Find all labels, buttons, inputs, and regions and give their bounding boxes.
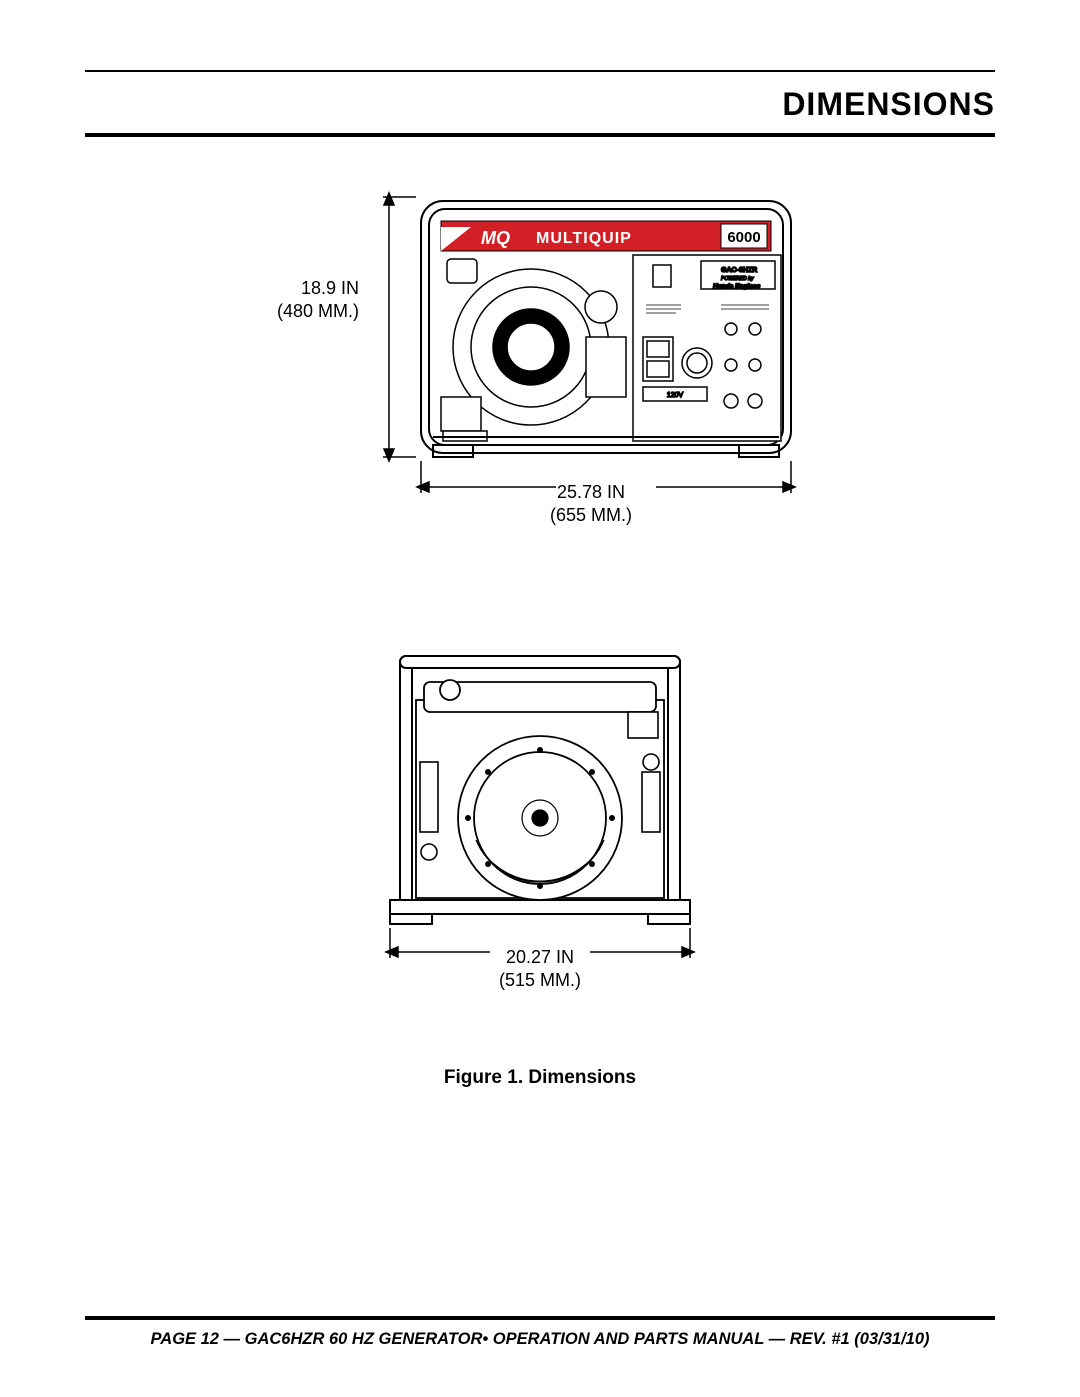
height-mm: (480 MM.) bbox=[269, 300, 359, 323]
figure-area: 18.9 IN (480 MM.) bbox=[85, 187, 995, 1089]
panel-voltage: 120V bbox=[667, 392, 684, 399]
height-dimension-label: 18.9 IN (480 MM.) bbox=[269, 277, 359, 324]
figure-caption: Figure 1. Dimensions bbox=[444, 1067, 636, 1089]
height-in: 18.9 IN bbox=[269, 277, 359, 300]
header-rule-bottom bbox=[85, 133, 995, 137]
svg-text:MQ: MQ bbox=[481, 228, 510, 248]
front-view-svg: MQ MULTIQUIP 6000 bbox=[371, 187, 811, 527]
front-width-label: 25.78 IN (655 MM.) bbox=[371, 481, 811, 528]
panel-model: GAC-6HZR bbox=[721, 267, 757, 274]
brand-text: MULTIQUIP bbox=[536, 230, 632, 247]
footer-rule bbox=[85, 1316, 995, 1320]
model-text: 6000 bbox=[727, 229, 760, 246]
page-footer: PAGE 12 — GAC6HZR 60 HZ GENERATOR• OPERA… bbox=[85, 1316, 995, 1349]
page-title: DIMENSIONS bbox=[85, 86, 995, 123]
header-rule-top bbox=[85, 70, 995, 72]
side-width-mm: (515 MM.) bbox=[360, 969, 720, 992]
front-width-mm: (655 MM.) bbox=[371, 504, 811, 527]
side-width-label: 20.27 IN (515 MM.) bbox=[360, 946, 720, 993]
front-view-block: 18.9 IN (480 MM.) bbox=[269, 187, 811, 532]
side-view-illustration: 20.27 IN (515 MM.) bbox=[360, 652, 720, 987]
front-width-in: 25.78 IN bbox=[371, 481, 811, 504]
panel-powered: POWERED by bbox=[721, 276, 754, 282]
side-width-in: 20.27 IN bbox=[360, 946, 720, 969]
footer-text: PAGE 12 — GAC6HZR 60 HZ GENERATOR• OPERA… bbox=[85, 1330, 995, 1349]
panel-engine: Honda Engines bbox=[713, 283, 761, 290]
side-view-svg bbox=[360, 652, 720, 982]
front-view-illustration: MQ MULTIQUIP 6000 bbox=[371, 187, 811, 532]
